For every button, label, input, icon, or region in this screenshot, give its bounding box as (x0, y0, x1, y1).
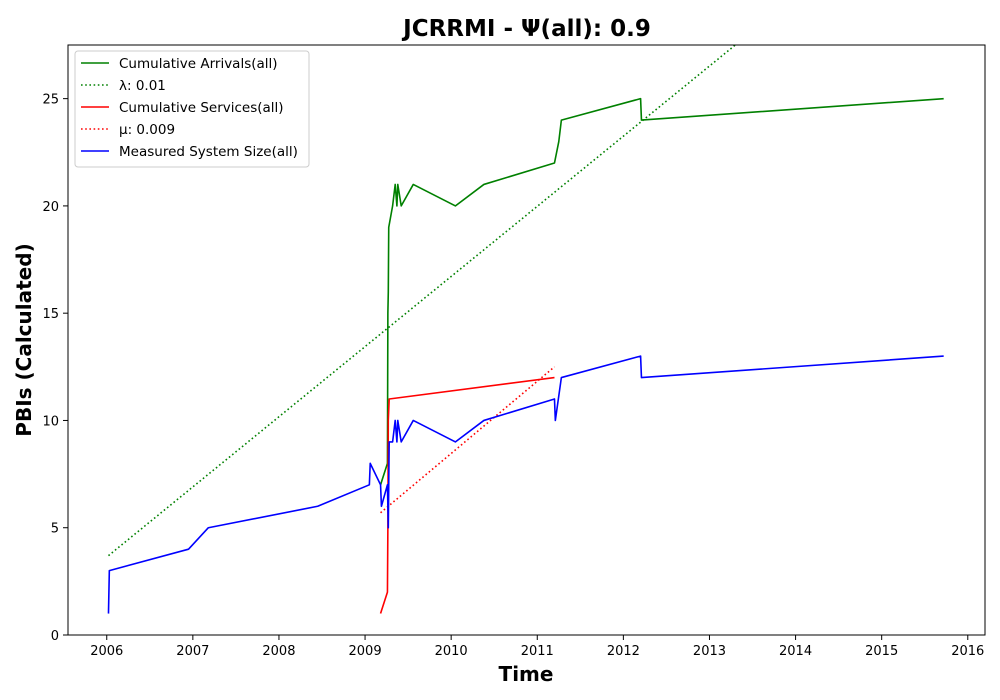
x-tick-label: 2011 (521, 644, 554, 659)
series-line-2 (379, 376, 555, 614)
x-tick-label: 2015 (865, 644, 898, 659)
x-axis: 2006 2007 2008 2009 2010 2011 2012 2013 2014 2015… (90, 635, 984, 659)
chart-title: JCRRMI - Ψ(all): 0.9 (401, 16, 651, 42)
x-tick-label: 2007 (176, 644, 209, 659)
legend-label: λ: 0.01 (119, 78, 166, 94)
legend-label: Measured System Size(all) (119, 144, 298, 160)
y-tick-label: 15 (42, 307, 59, 322)
x-tick-label: 2016 (951, 644, 984, 659)
x-tick-label: 2014 (779, 644, 812, 659)
x-tick-label: 2010 (435, 644, 468, 659)
x-tick-label: 2012 (607, 644, 640, 659)
legend-label: Cumulative Arrivals(all) (119, 56, 278, 72)
x-tick-label: 2006 (90, 644, 123, 659)
plot-area (107, 45, 944, 614)
y-tick-label: 10 (42, 414, 59, 429)
x-tick-label: 2009 (349, 644, 382, 659)
y-tick-label: 20 (42, 200, 59, 215)
y-axis-title: PBIs (Calculated) (12, 243, 36, 436)
y-tick-label: 0 (51, 629, 59, 644)
legend-label: μ: 0.009 (119, 122, 175, 138)
plot-frame (67, 44, 986, 636)
x-tick-label: 2008 (262, 644, 295, 659)
y-tick-label: 25 (42, 93, 59, 108)
y-axis: 0 5 10 15 20 25 (42, 93, 68, 644)
series-line-0 (379, 97, 944, 486)
series-line-1 (107, 45, 736, 557)
legend: Cumulative Arrivals(all) λ: 0.01 Cumulativ… (74, 50, 310, 168)
legend-label: Cumulative Services(all) (119, 100, 284, 116)
legend-box (74, 50, 310, 168)
series-line-3 (380, 366, 555, 514)
y-tick-label: 5 (51, 522, 59, 537)
series-line-4 (107, 355, 944, 614)
x-tick-label: 2013 (693, 644, 726, 659)
x-axis-title: Time (499, 662, 554, 686)
